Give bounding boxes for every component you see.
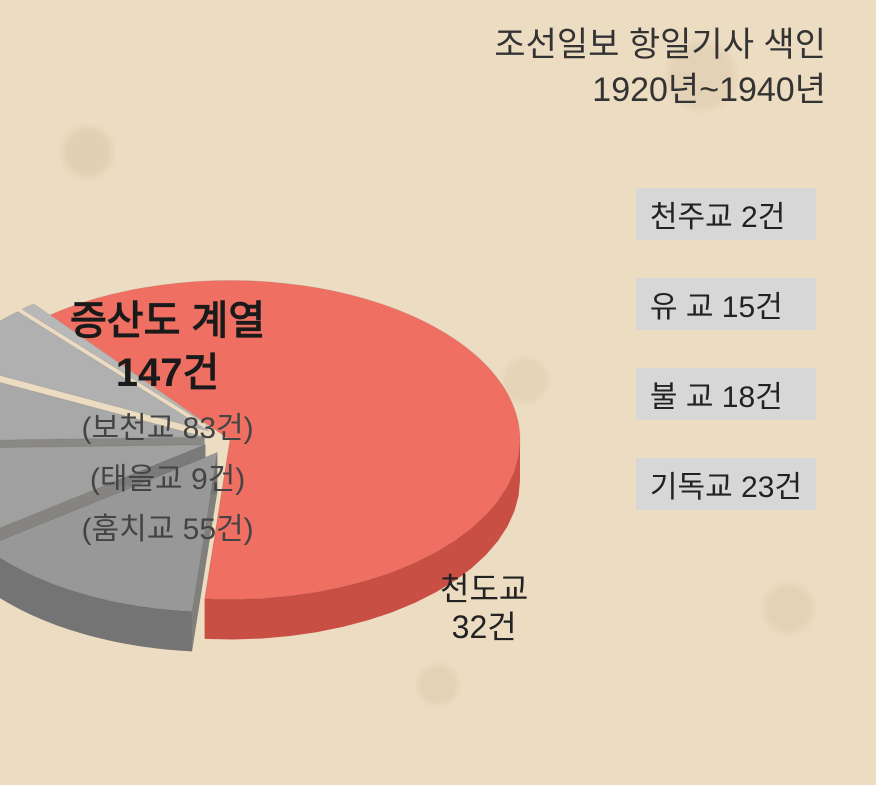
slice-label-box: 불 교 18건: [636, 368, 816, 420]
title-line-2: 1920년~1940년: [494, 69, 826, 112]
main-slice-sub-2: (태을교 9건): [70, 460, 265, 501]
main-slice-sub-1: (보천교 83건): [70, 409, 265, 450]
title-line-1: 조선일보 항일기사 색인: [494, 24, 826, 67]
main-slice-name: 증산도 계열: [70, 295, 265, 347]
slice-label-box: 천주교 2건: [636, 188, 816, 240]
chart-title: 조선일보 항일기사 색인 1920년~1940년: [494, 24, 826, 111]
slice-label-box: 기독교 23건: [636, 458, 816, 510]
cheondo-name: 천도교: [440, 570, 528, 608]
main-slice-value: 147건: [70, 347, 265, 399]
slice-label-boxes: 천주교 2건 유 교 15건 불 교 18건 기독교 23건: [636, 188, 816, 510]
main-slice-label: 증산도 계열 147건 (보천교 83건) (태을교 9건) (훔치교 55건): [70, 295, 265, 551]
main-slice-sub-3: (훔치교 55건): [70, 510, 265, 551]
cheondo-value: 32건: [440, 608, 528, 646]
cheondo-slice-label: 천도교 32건: [440, 570, 528, 647]
slice-label-box: 유 교 15건: [636, 278, 816, 330]
